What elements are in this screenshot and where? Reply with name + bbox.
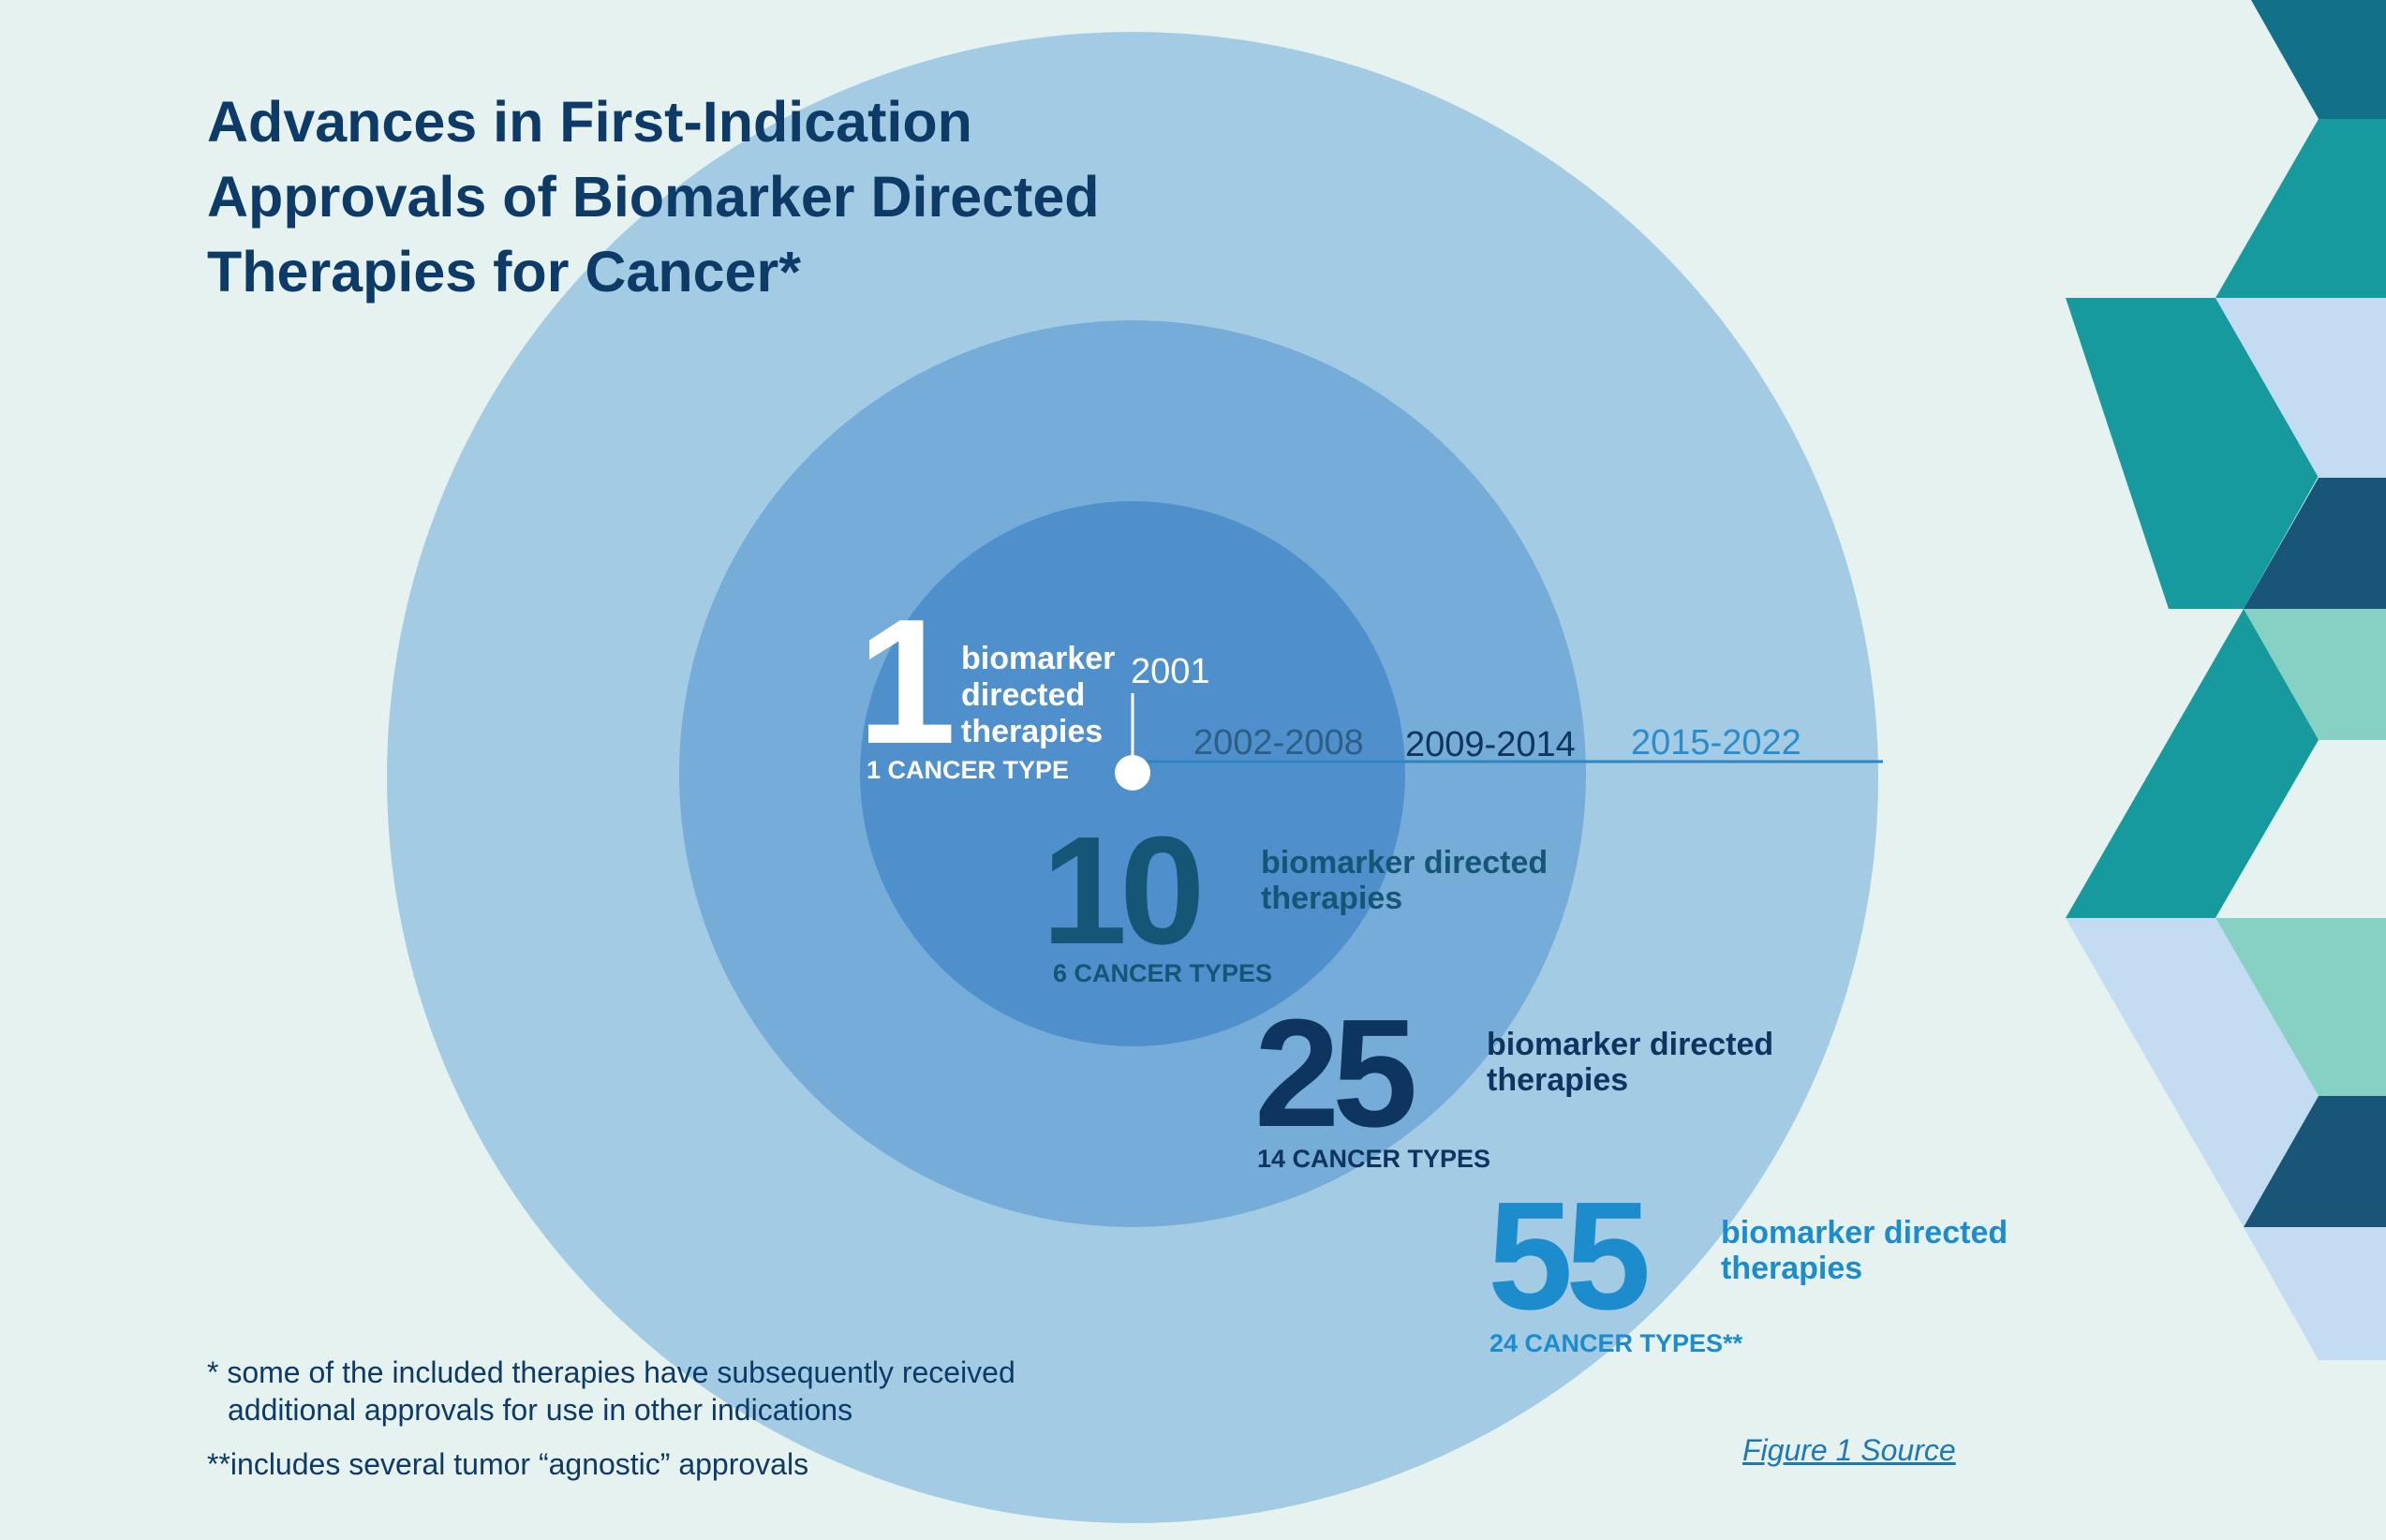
stage-1-cancer-types: 1 CANCER TYPE [867,756,1069,784]
timeline-start-label: 2001 [1131,652,1210,691]
stage-1-label-line: directed [961,677,1085,713]
title-line: Approvals of Biomarker Directed [207,165,1100,229]
footnote-single-asterisk-continued: additional approvals for use in other in… [228,1393,853,1427]
stage-4-number: 55 [1488,1170,1647,1341]
chevron-shape [2066,609,2319,918]
figure-source-link[interactable]: Figure 1 Source [1742,1433,1956,1467]
chevron-shape [2216,740,2386,918]
stage-2-cancer-types: 6 CANCER TYPES [1053,959,1272,987]
stage-1-label-line: therapies [961,714,1103,749]
timeline-start-dot [1115,755,1150,791]
stage-3-label-line: therapies [1487,1062,1628,1098]
stage-2-block: 10 biomarker directed therapies 6 CANCER… [1042,805,1548,987]
stage-4-block: 55 biomarker directed therapies 24 CANCE… [1488,1170,2008,1357]
page-title: Advances in First-Indication Approvals o… [207,84,1100,309]
stage-3-block: 25 biomarker directed therapies 14 CANCE… [1254,987,1773,1173]
period-label-2015-2022: 2015-2022 [1631,723,1801,763]
chevron-shape [2251,0,2386,119]
stage-2-number: 10 [1042,805,1199,976]
stage-1-number: 1 [857,583,956,781]
stage-3-cancer-types: 14 CANCER TYPES [1257,1145,1490,1173]
footnotes: * some of the included therapies have su… [207,1354,1015,1483]
title-line: Advances in First-Indication [207,90,972,154]
period-label-2002-2008: 2002-2008 [1193,723,1364,763]
chevron-shape [2216,298,2386,478]
stage-1-block: 1 biomarker directed therapies 1 CANCER … [857,583,1115,784]
stage-2-label-line: biomarker directed [1261,845,1548,881]
chevron-shape [2066,918,2319,1227]
timeline: 2001 2002-2008 2009-2014 2015-2022 [1115,652,1883,791]
stage-3-label-line: biomarker directed [1487,1027,1773,1062]
stage-2-label-line: therapies [1261,881,1402,916]
chevron-shape [2244,609,2386,740]
stage-4-label-line: biomarker directed [1721,1215,2008,1251]
footnote-double-asterisk: **includes several tumor “agnostic” appr… [207,1447,809,1481]
stage-1-label-line: biomarker [961,641,1115,676]
stage-3-number: 25 [1254,987,1414,1159]
stage-4-cancer-types: 24 CANCER TYPES** [1489,1329,1743,1357]
chevron-shape [2216,119,2386,298]
footnote-single-asterisk: * some of the included therapies have su… [207,1355,1015,1389]
decorative-chevron-pattern [2066,0,2386,1360]
period-label-2009-2014: 2009-2014 [1405,725,1576,764]
chevron-shape [2244,1227,2386,1360]
chevron-shape [2216,918,2386,1096]
stage-4-label-line: therapies [1721,1251,1862,1286]
chevron-shape [2244,478,2386,609]
title-line: Therapies for Cancer* [207,240,801,304]
chevron-shape [2244,1096,2386,1227]
chevron-shape [2066,298,2319,609]
